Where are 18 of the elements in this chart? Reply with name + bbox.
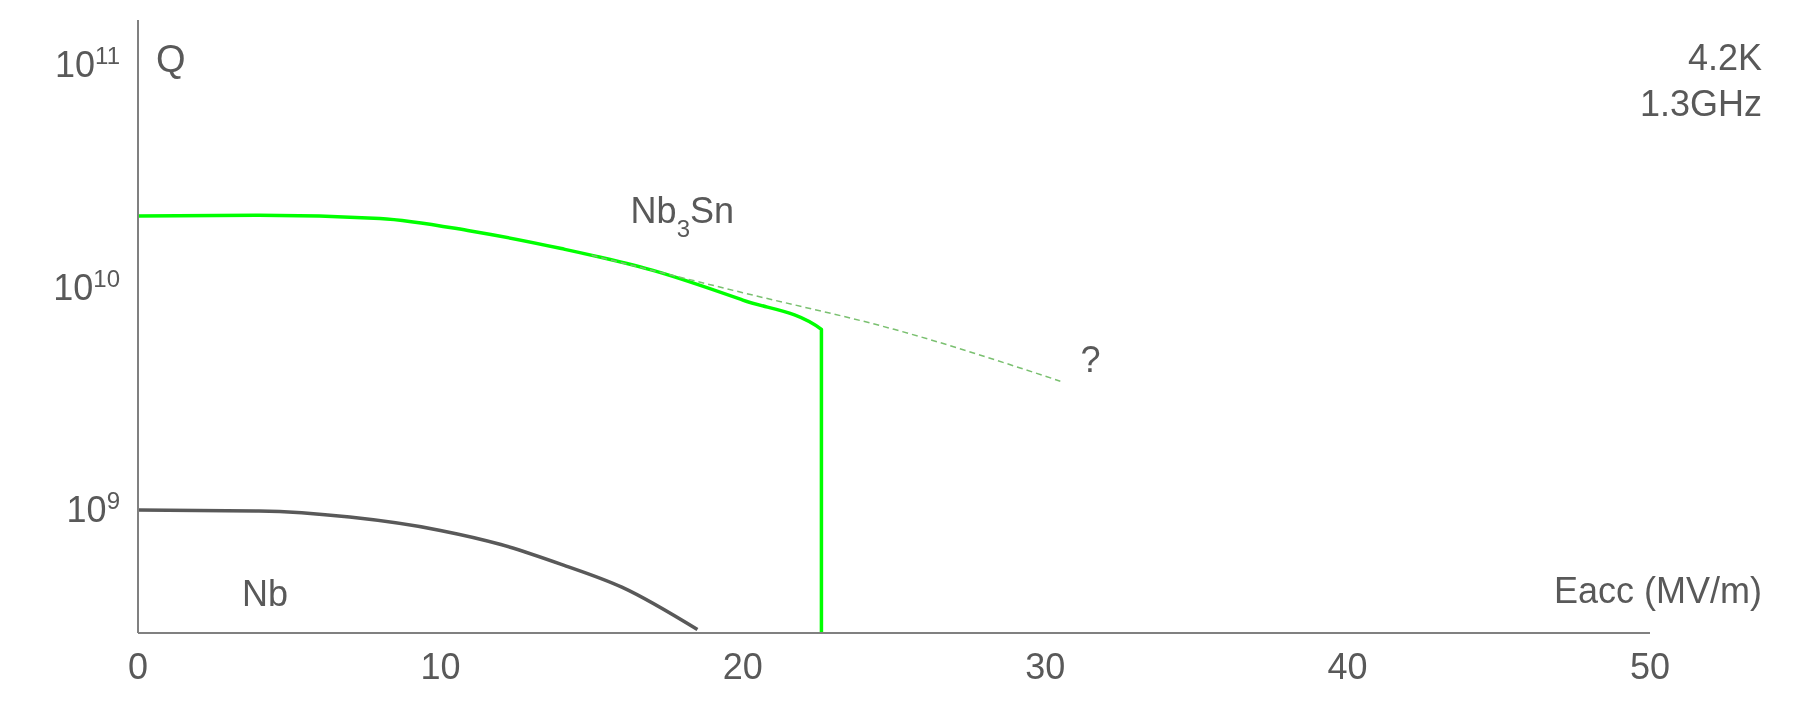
y-tick-label: 10$^{10}$ (53, 264, 120, 308)
y-tick-label: 10$^{9}$ (66, 486, 120, 531)
x-tick-label: 20 (722, 646, 763, 687)
line-series (138, 508, 700, 632)
x-axis-title: Eacc (MV/m) (1553, 570, 1762, 611)
annotation: ? (1080, 338, 1101, 380)
text: 4.2K (1687, 37, 1762, 78)
x-tick-label: 10 (420, 646, 461, 687)
x-tick-label: 50 (1629, 646, 1671, 687)
line-series (590, 254, 1062, 382)
x-tick-label: 0 (127, 646, 149, 687)
x-tick-label: 30 (1025, 646, 1066, 687)
x-tick-label: 40 (1327, 646, 1368, 687)
y-axis-title: Q (156, 38, 186, 80)
annotation: 1.3GHz (1639, 83, 1762, 124)
y-tick-label: 10$^{11}$ (55, 41, 120, 86)
series-label: Nb$_{3}$Sn (630, 190, 735, 242)
series-label: Nb (241, 573, 289, 615)
